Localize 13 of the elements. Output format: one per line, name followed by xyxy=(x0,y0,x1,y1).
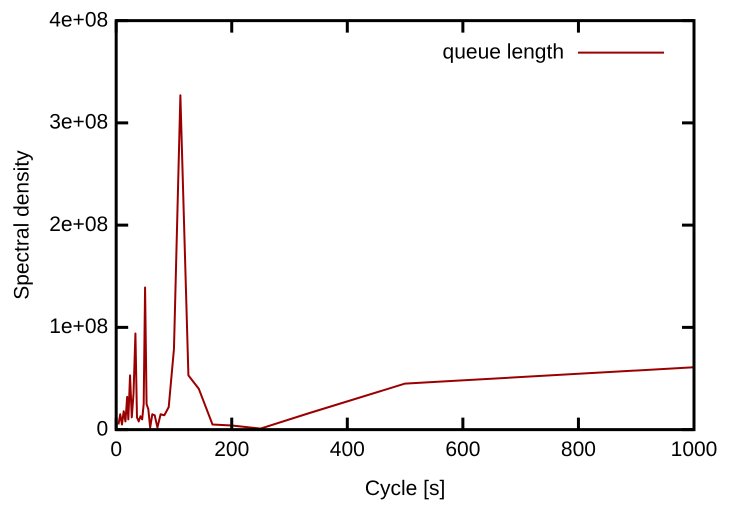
x-tick-label: 1000 xyxy=(670,438,718,461)
y-tick-label: 0 xyxy=(96,417,108,440)
legend-label: queue length xyxy=(442,40,564,64)
x-tick-label: 200 xyxy=(214,438,250,461)
x-axis-title: Cycle [s] xyxy=(364,477,446,500)
x-tick-label: 800 xyxy=(560,438,596,461)
y-tick-label: 3e+08 xyxy=(49,110,108,134)
y-tick-label: 4e+08 xyxy=(49,8,108,32)
x-tick-label: 400 xyxy=(330,438,365,461)
y-tick-label: 1e+08 xyxy=(49,315,108,338)
y-tick-label: 2e+08 xyxy=(49,212,108,236)
x-tick-label: 600 xyxy=(445,438,480,461)
y-axis-title: Spectral density xyxy=(10,150,34,300)
